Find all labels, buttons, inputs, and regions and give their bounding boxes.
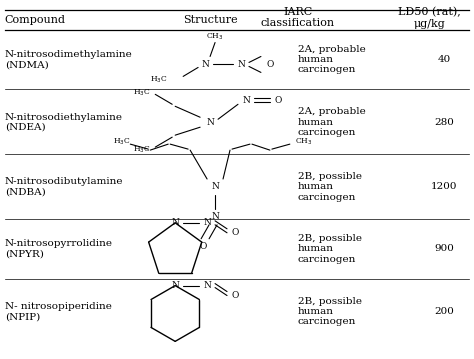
Text: N: N <box>237 60 245 69</box>
Text: N: N <box>242 96 250 105</box>
Text: 2A, probable
human
carcinogen: 2A, probable human carcinogen <box>298 107 365 137</box>
Text: 900: 900 <box>435 244 454 253</box>
Text: N: N <box>203 281 211 290</box>
Text: O: O <box>266 60 273 69</box>
Text: O: O <box>231 228 239 237</box>
Text: N: N <box>211 213 219 222</box>
Text: O: O <box>274 96 282 105</box>
Text: N: N <box>171 218 179 227</box>
Text: 2A, probable
human
carcinogen: 2A, probable human carcinogen <box>298 45 365 74</box>
Text: N: N <box>211 182 219 191</box>
Text: Compound: Compound <box>5 15 66 25</box>
Text: N-nitrosodimethylamine
(NDMA): N-nitrosodimethylamine (NDMA) <box>5 50 132 69</box>
Text: N-nitrosopyrrolidine
(NPYR): N-nitrosopyrrolidine (NPYR) <box>5 239 113 258</box>
Text: N-nitrosodibutylamine
(NDBA): N-nitrosodibutylamine (NDBA) <box>5 177 123 197</box>
Text: 2B, possible
human
carcinogen: 2B, possible human carcinogen <box>298 172 362 202</box>
Text: N: N <box>203 218 211 227</box>
Text: CH$_3$: CH$_3$ <box>295 137 312 148</box>
Text: H$_3$C: H$_3$C <box>113 137 130 148</box>
Text: IARC
classification: IARC classification <box>261 7 335 28</box>
Text: 280: 280 <box>435 118 454 127</box>
Text: Structure: Structure <box>183 15 237 25</box>
Text: N: N <box>171 281 179 290</box>
Text: H$_3$C: H$_3$C <box>150 74 167 85</box>
Text: N- nitrosopiperidine
(NPIP): N- nitrosopiperidine (NPIP) <box>5 302 111 321</box>
Text: LD50 (rat),
μg/kg: LD50 (rat), μg/kg <box>398 7 461 29</box>
Text: 2B, possible
human
carcinogen: 2B, possible human carcinogen <box>298 234 362 264</box>
Text: N-nitrosodiethylamine
(NDEA): N-nitrosodiethylamine (NDEA) <box>5 112 123 132</box>
Text: 1200: 1200 <box>431 182 457 191</box>
Text: O: O <box>200 242 207 251</box>
Text: N: N <box>201 60 209 69</box>
Text: H$_3$C: H$_3$C <box>133 145 150 155</box>
Text: N: N <box>206 118 214 127</box>
Text: 200: 200 <box>435 307 454 316</box>
Text: O: O <box>231 291 239 300</box>
Text: CH$_3$: CH$_3$ <box>206 31 224 42</box>
Text: H$_3$C: H$_3$C <box>133 87 150 98</box>
Text: 40: 40 <box>438 55 451 64</box>
Text: 2B, possible
human
carcinogen: 2B, possible human carcinogen <box>298 297 362 326</box>
